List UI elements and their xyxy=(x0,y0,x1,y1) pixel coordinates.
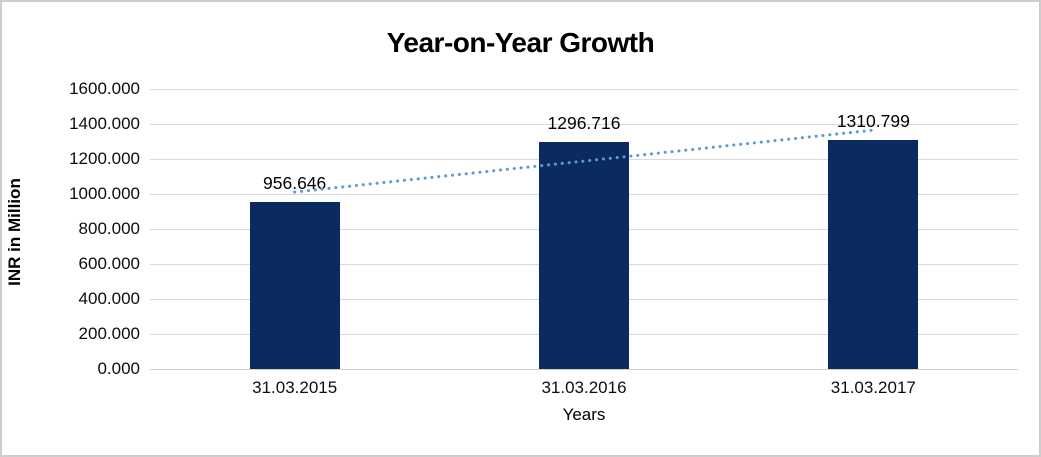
y-tick-label: 1200.000 xyxy=(69,149,140,168)
data-label: 956.646 xyxy=(263,172,327,193)
x-axis-title: Years xyxy=(562,405,606,424)
x-tick-label: 31.03.2016 xyxy=(541,378,627,397)
gridline xyxy=(150,89,1018,90)
chart-title: Year-on-Year Growth xyxy=(386,27,655,58)
bar xyxy=(249,201,340,369)
x-tick-label: 31.03.2015 xyxy=(252,378,338,397)
y-tick-label: 800.000 xyxy=(78,219,140,238)
data-label: 1310.799 xyxy=(836,110,910,131)
y-tick-label: 0.000 xyxy=(97,359,140,378)
y-tick-label: 1000.000 xyxy=(69,184,140,203)
y-tick-label: 1600.000 xyxy=(69,79,140,98)
x-axis-line xyxy=(150,369,1018,370)
x-tick-label: 31.03.2017 xyxy=(830,378,916,397)
data-label: 1296.716 xyxy=(547,113,621,134)
bar xyxy=(539,142,629,369)
y-tick-label: 600.000 xyxy=(78,254,140,273)
y-tick-label: 1400.000 xyxy=(69,114,140,133)
gridline xyxy=(150,124,1018,125)
y-tick-label: 400.000 xyxy=(78,289,140,308)
y-tick-label: 200.000 xyxy=(78,324,140,343)
bar xyxy=(828,139,919,369)
